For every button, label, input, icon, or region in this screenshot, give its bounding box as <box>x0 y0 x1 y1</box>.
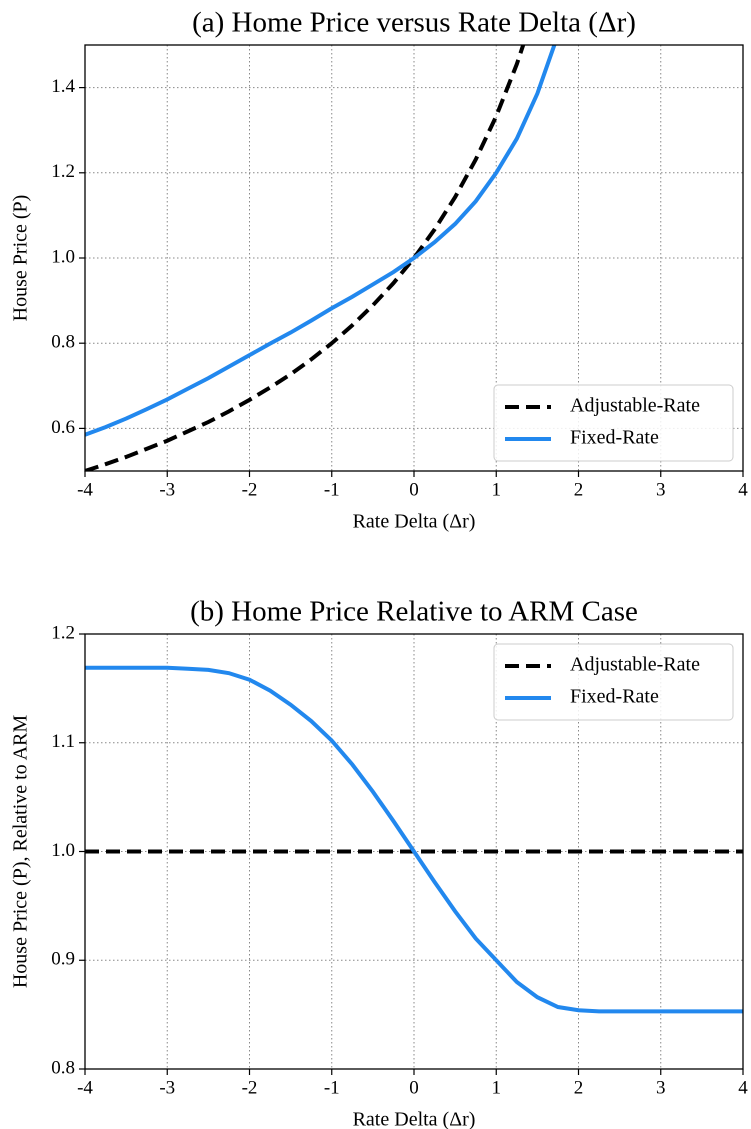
x-tick-label: 3 <box>656 479 666 500</box>
y-axis-label: House Price (P) <box>10 195 32 322</box>
x-tick-label: 2 <box>574 1077 584 1098</box>
x-tick-label: -1 <box>324 479 340 500</box>
legend-label: Adjustable-Rate <box>570 654 700 676</box>
x-tick-label: -2 <box>242 479 258 500</box>
data-line <box>85 45 557 437</box>
plot-area <box>85 665 743 1014</box>
legend-label: Adjustable-Rate <box>570 395 700 417</box>
x-tick-label: -2 <box>242 1077 258 1098</box>
x-tick-label: 4 <box>738 479 748 500</box>
x-tick-label: -3 <box>159 1077 175 1098</box>
legend-label: Fixed-Rate <box>570 686 659 708</box>
chart-title: (b) Home Price Relative to ARM Case <box>190 596 638 628</box>
x-axis-label: Rate Delta (Δr) <box>353 1109 476 1129</box>
x-tick-label: 1 <box>492 1077 502 1098</box>
x-axis-label: Rate Delta (Δr) <box>353 511 476 533</box>
legend-label: Fixed-Rate <box>570 427 659 449</box>
y-tick-label: 0.6 <box>51 417 75 438</box>
x-tick-label: -4 <box>77 1077 93 1098</box>
x-tick-label: 0 <box>409 1077 419 1098</box>
x-tick-label: 3 <box>656 1077 666 1098</box>
y-tick-label: 0.8 <box>51 1057 75 1078</box>
x-tick-label: 1 <box>492 479 502 500</box>
y-tick-label: 1.4 <box>51 76 75 97</box>
y-axis-label: House Price (P), Relative to ARM <box>10 715 32 989</box>
x-tick-label: -1 <box>324 1077 340 1098</box>
y-tick-label: 1.1 <box>51 731 75 752</box>
legend-box <box>493 643 734 721</box>
y-tick-label: 1.0 <box>51 840 75 861</box>
x-tick-label: 2 <box>574 479 584 500</box>
x-tick-label: -3 <box>159 479 175 500</box>
plot-area <box>85 45 557 471</box>
x-tick-label: 4 <box>738 1077 748 1098</box>
y-tick-label: 1.2 <box>51 622 75 643</box>
axes-frame <box>84 44 744 472</box>
legend-box <box>493 384 734 462</box>
y-tick-label: 1.2 <box>51 161 75 182</box>
data-line <box>85 45 526 471</box>
x-tick-label: 0 <box>409 479 419 500</box>
axes-frame <box>84 633 744 1070</box>
chart-title: (a) Home Price versus Rate Delta (Δr) <box>192 7 636 39</box>
y-tick-label: 0.8 <box>51 332 75 353</box>
data-line <box>85 665 743 1014</box>
x-tick-label: -4 <box>77 479 93 500</box>
y-tick-label: 1.0 <box>51 246 75 267</box>
y-tick-label: 0.9 <box>51 949 75 970</box>
